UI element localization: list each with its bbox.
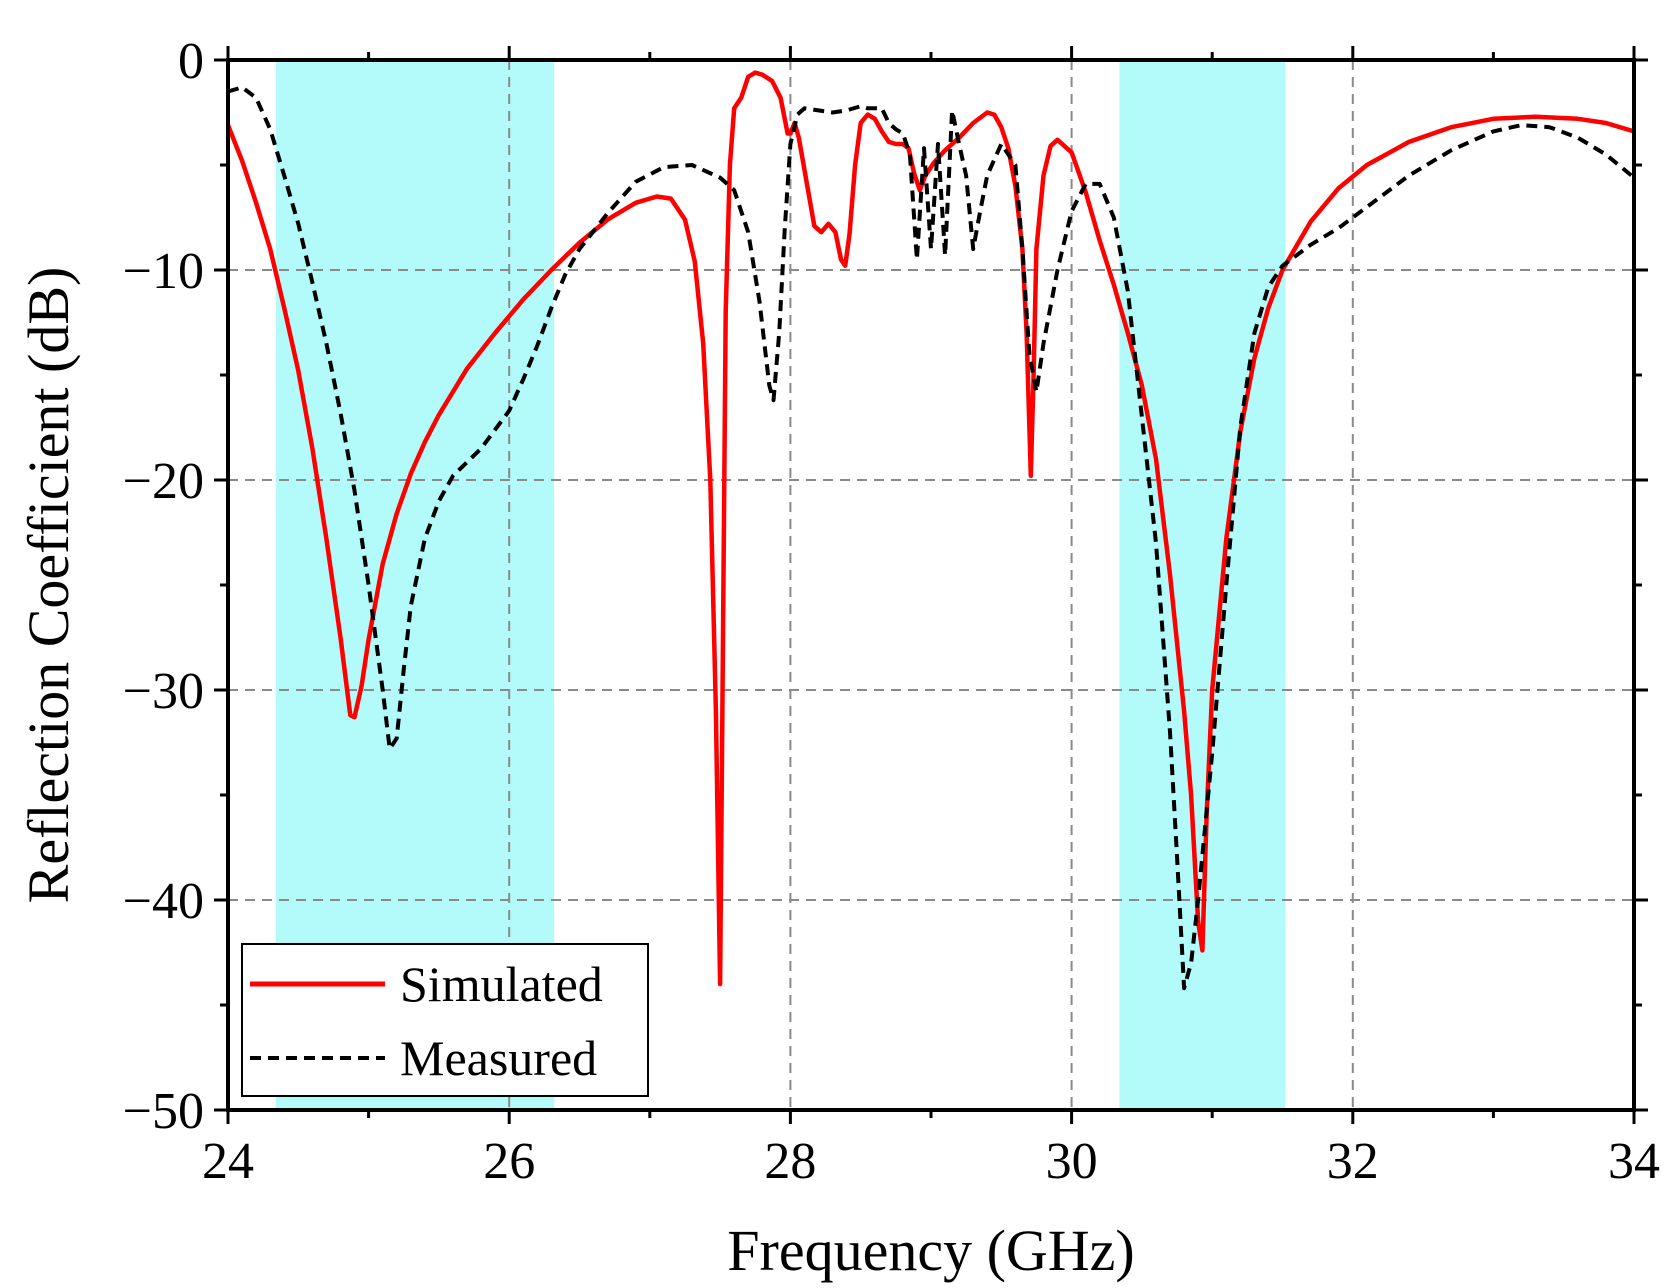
grid-lines (228, 60, 1634, 1110)
x-tick-label: 30 (1046, 1133, 1098, 1190)
y-tick-label: −50 (123, 1083, 204, 1140)
x-tick-label: 24 (202, 1133, 254, 1190)
series-line-simulated (225, 70, 1635, 987)
legend-box (241, 943, 649, 1097)
y-axis-title: Reflection Coefficient (dB) (16, 267, 81, 904)
highlight-bands (275, 60, 1286, 1110)
y-tick-label: 0 (178, 33, 204, 90)
y-tick-label: −40 (123, 873, 204, 930)
y-tick-label: −30 (123, 663, 204, 720)
legend: Simulated Measured (241, 943, 649, 1097)
y-tick-label: −10 (123, 243, 204, 300)
x-axis-title: Frequency (GHz) (727, 1218, 1134, 1283)
series-line-measured (227, 85, 1636, 991)
x-tick-label: 34 (1608, 1133, 1660, 1190)
legend-measured-label: Measured (400, 1030, 597, 1086)
x-tick-label: 32 (1327, 1133, 1379, 1190)
legend-simulated-label: Simulated (400, 956, 603, 1012)
x-tick-labels: 24 26 28 30 32 34 (202, 1133, 1660, 1190)
x-tick-label: 26 (483, 1133, 535, 1190)
y-tick-label: −20 (123, 453, 204, 510)
y-tick-labels: 0 −10 −20 −30 −40 −50 (123, 33, 204, 1140)
x-tick-label: 28 (764, 1133, 816, 1190)
series-lines (225, 70, 1636, 991)
axis-ticks (214, 46, 1648, 1124)
